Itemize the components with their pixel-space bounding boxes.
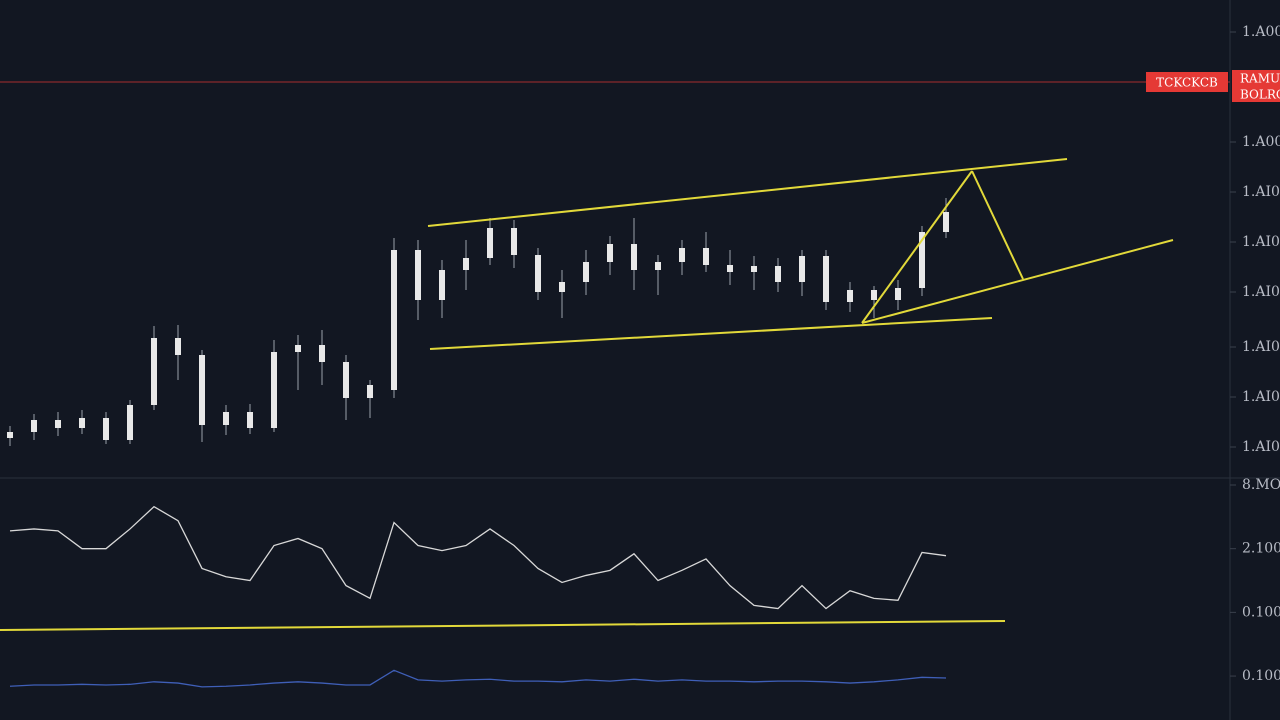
candle-body (823, 256, 829, 302)
indicator-line (9, 505, 947, 610)
trend-line (861, 239, 1174, 324)
candle-body (463, 258, 469, 270)
trend-line (0, 620, 1006, 631)
candle-body (895, 288, 901, 300)
trend-line (861, 170, 973, 324)
candle-body (583, 262, 589, 282)
y-tick-label: 8.MOO (1242, 477, 1280, 493)
y-tick-label: 1.AI00 (1242, 389, 1280, 405)
candle-body (223, 412, 229, 425)
candle-body (367, 385, 373, 398)
candle-body (55, 420, 61, 428)
candle-body (127, 405, 133, 440)
candle-body (727, 265, 733, 272)
y-tick-label: 1.AI00 (1242, 339, 1280, 355)
candle-body (679, 248, 685, 262)
candle-body (439, 270, 445, 300)
price-label-box (1146, 72, 1228, 92)
candle-body (943, 212, 949, 232)
candle-body (343, 362, 349, 398)
indicator-line (9, 669, 947, 688)
candle-body (175, 338, 181, 355)
candle-body (703, 248, 709, 265)
trend-line (971, 170, 1024, 280)
candle-body (775, 266, 781, 282)
price-tag-box (1232, 70, 1280, 102)
candle-body (751, 266, 757, 272)
candle-body (415, 250, 421, 300)
candle-body (559, 282, 565, 292)
candle-body (919, 232, 925, 288)
candle-body (271, 352, 277, 428)
candle-body (487, 228, 493, 258)
y-tick-label: 1.AI00 (1242, 284, 1280, 300)
y-tick-label: 1.A00C (1242, 134, 1280, 150)
candle-body (199, 355, 205, 425)
candle-body (151, 338, 157, 405)
price-label: TCKCKCB (1156, 76, 1218, 90)
candle-body (7, 432, 13, 438)
candle-body (535, 255, 541, 292)
price-tag: BOLRCO (1240, 88, 1280, 102)
candle-body (871, 290, 877, 300)
y-tick-label: 1.AI00 (1242, 184, 1280, 200)
candle-body (847, 290, 853, 302)
price-tag: RAMUN (1240, 72, 1280, 86)
candle-body (295, 345, 301, 352)
candle-body (391, 250, 397, 390)
candle-body (631, 244, 637, 270)
candle-body (31, 420, 37, 432)
y-tick-label: 1.A00C (1242, 24, 1280, 40)
candle-body (103, 418, 109, 440)
y-tick-label: 1.AI00 (1242, 234, 1280, 250)
candle-body (247, 412, 253, 428)
candle-body (79, 418, 85, 428)
candle-body (655, 262, 661, 270)
trend-lines (0, 158, 1174, 631)
candle-body (607, 244, 613, 262)
y-tick-label: 1.AI00 (1242, 439, 1280, 455)
candle-body (511, 228, 517, 255)
trend-line (427, 158, 1068, 227)
trend-line (429, 317, 993, 350)
candle-body (319, 345, 325, 362)
candle-body (799, 256, 805, 282)
